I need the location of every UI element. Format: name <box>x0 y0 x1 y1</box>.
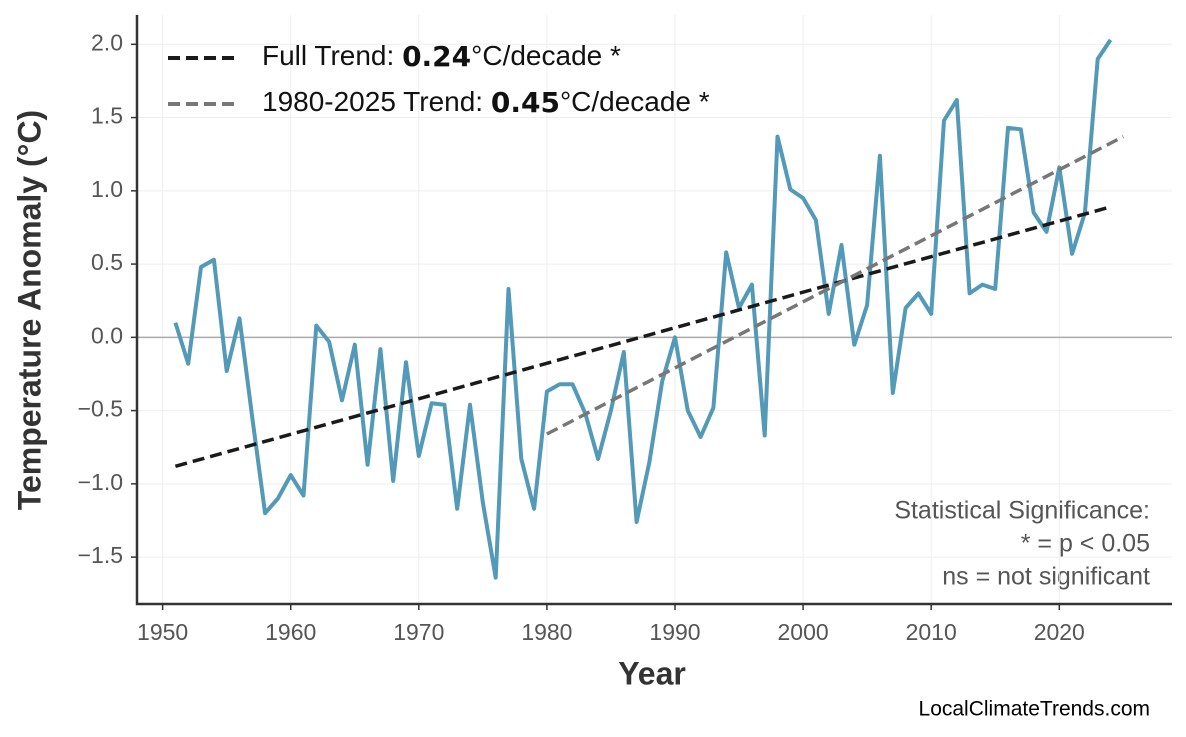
data-line <box>173 38 1113 580</box>
axis-line <box>135 15 1172 606</box>
x-tick-label: 2000 <box>778 619 829 645</box>
legend-label: Full Trend: 0.24°C/decade * <box>262 40 621 73</box>
trend-line <box>546 135 1125 436</box>
annotation: ns = not significant <box>942 563 1150 591</box>
x-tick-label: 1990 <box>649 619 700 645</box>
legend-prefix: Full Trend: <box>262 40 402 71</box>
y-tick-label: 0.5 <box>91 249 123 275</box>
y-tick-label: 0.0 <box>91 322 123 348</box>
y-tick-label: 2.0 <box>91 29 123 55</box>
y-tick-label: 1.0 <box>91 176 123 202</box>
x-tick-label: 1970 <box>393 619 444 645</box>
annotation: Statistical Significance: <box>894 497 1150 525</box>
legend-slope: 0.24 <box>402 40 471 73</box>
y-tick-label: −1.0 <box>78 469 123 495</box>
y-tick-label: −1.5 <box>78 542 123 568</box>
x-tick-label: 2010 <box>906 619 957 645</box>
x-tick-label: 1950 <box>137 619 188 645</box>
legend-slope: 0.45 <box>491 86 560 119</box>
y-tick-label: −0.5 <box>78 396 123 422</box>
x-tick-label: 1960 <box>265 619 316 645</box>
x-tick-label: 2020 <box>1034 619 1085 645</box>
legend-suffix: °C/decade * <box>560 86 710 117</box>
legend-suffix: °C/decade * <box>471 40 621 71</box>
x-axis-label: Year <box>618 655 686 691</box>
y-axis-label: Temperature Anomaly (°C) <box>11 110 47 510</box>
legend-prefix: 1980-2025 Trend: <box>262 86 491 117</box>
annotation: * = p < 0.05 <box>1021 530 1150 558</box>
legend-label: 1980-2025 Trend: 0.45°C/decade * <box>262 86 710 119</box>
source: LocalClimateTrends.com <box>919 698 1150 721</box>
y-tick-label: 1.5 <box>91 103 123 129</box>
x-tick-label: 1980 <box>521 619 572 645</box>
